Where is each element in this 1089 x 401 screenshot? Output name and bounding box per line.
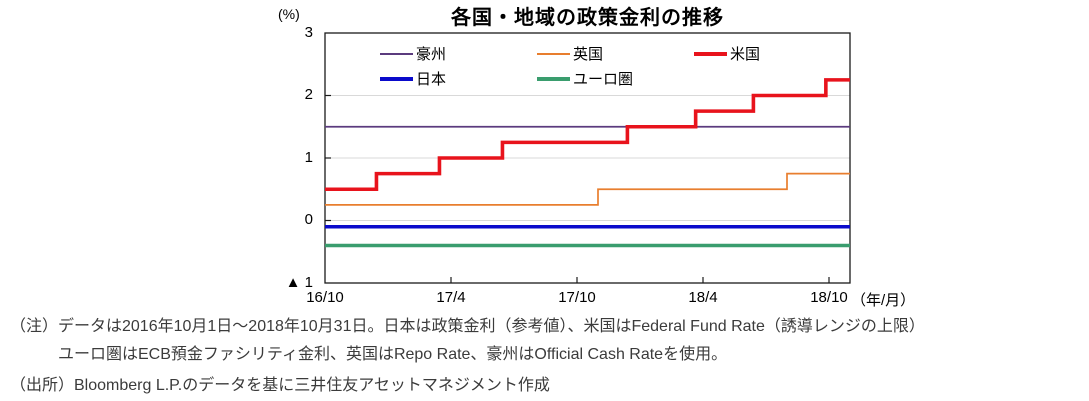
x-tick-label-174: 17/4 [436,289,466,306]
y-tick-label-1: 1 [304,149,313,166]
legend-label: 日本 [416,71,447,88]
footnote-line-2: ユーロ圏はECB預金ファシリティ金利、英国はRepo Rate、豪州はOffic… [58,346,728,363]
legend-item-4: 日本 [380,66,537,91]
legend-label: 米国 [730,46,761,63]
legend-label: 豪州 [416,46,447,63]
legend-item-5: ユーロ圏 [537,66,694,91]
legend-line-sample [537,76,570,81]
legend-item-2: 英国 [537,41,694,66]
series-line-2 [325,172,850,206]
footnote-source: （出所）Bloomberg L.P.のデータを基に三井住友アセットマネジメント作… [10,377,550,394]
x-tick-label-1710: 17/10 [558,289,596,306]
legend-line-sample [537,52,570,55]
legend-label: 英国 [573,46,604,63]
y-tick-label-minus1: ▲ 1 [285,274,313,291]
chart-legend: 豪州 英国 米国日本 ユーロ圏 [380,41,860,91]
legend-line-sample [694,51,727,56]
legend-line-sample [380,76,413,81]
y-axis-unit-label: (%) [278,6,300,22]
footnote-line-1: （注）データは2016年10月1日～2018年10月31日。日本は政策金利（参考… [10,318,925,335]
series-line-3 [325,78,850,192]
x-axis-unit-label: （年/月） [851,292,916,309]
x-tick-label-184: 18/4 [688,289,718,306]
x-tick-label-1810: 18/10 [810,289,848,306]
legend-item-1: 豪州 [380,41,537,66]
legend-label: ユーロ圏 [573,71,634,88]
y-tick-label-2: 2 [304,86,313,103]
x-tick-label-1610: 16/10 [306,289,344,306]
y-tick-label-0: 0 [304,211,313,228]
legend-item-3: 米国 [694,41,851,66]
chart-title: 各国・地域の政策金利の推移 [451,7,724,29]
y-tick-label-3: 3 [304,24,313,41]
legend-line-sample [380,52,413,55]
